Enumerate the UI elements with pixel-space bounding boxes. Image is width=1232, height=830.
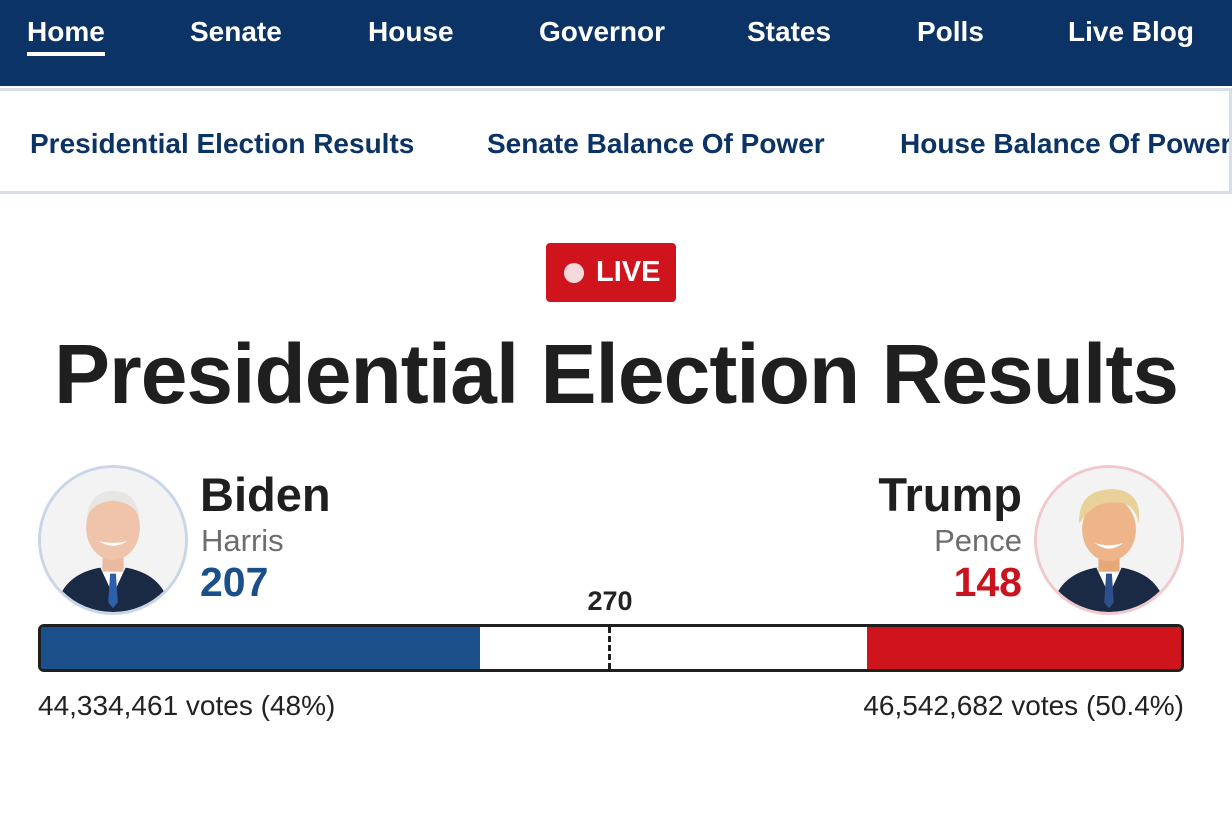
threshold-label: 270 xyxy=(587,586,633,616)
nav-item-polls[interactable]: Polls xyxy=(917,16,984,47)
republican-avatar[interactable] xyxy=(1034,465,1184,615)
democrat-bar-fill xyxy=(41,627,480,669)
nav-item-states[interactable]: States xyxy=(747,16,832,47)
top-nav: Home Senate House Governor States Polls … xyxy=(0,0,1232,86)
nav-item-senate[interactable]: Senate xyxy=(190,16,282,47)
live-label: LIVE xyxy=(596,256,661,288)
nav-item-house[interactable]: House xyxy=(368,16,454,47)
republican-name: Trump xyxy=(878,468,1022,521)
sub-nav: Presidential Election Results Senate Bal… xyxy=(0,88,1232,194)
democrat-name: Biden xyxy=(200,468,331,521)
nav-item-live-blog[interactable]: Live Blog xyxy=(1068,16,1195,47)
subnav-item-senate-balance[interactable]: Senate Balance Of Power xyxy=(487,128,825,159)
republican-electoral-votes: 148 xyxy=(953,559,1022,605)
nav-item-governor[interactable]: Governor xyxy=(539,16,666,47)
subnav-item-house-balance[interactable]: House Balance Of Power xyxy=(900,128,1232,159)
electoral-vote-bar xyxy=(38,624,1184,672)
democrat-electoral-votes: 207 xyxy=(200,559,269,605)
threshold-marker xyxy=(607,627,611,669)
live-badge: LIVE xyxy=(546,243,676,302)
democrat-popular-votes: 44,334,461 votes (48%) xyxy=(38,690,336,721)
democrat-running-mate: Harris xyxy=(201,523,284,558)
live-dot-icon xyxy=(564,263,584,283)
republican-popular-votes: 46,542,682 votes (50.4%) xyxy=(863,690,1184,721)
democrat-portrait-icon xyxy=(41,468,185,612)
republican-bar-fill xyxy=(867,627,1181,669)
democrat-avatar[interactable] xyxy=(38,465,188,615)
nav-item-home[interactable]: Home xyxy=(27,14,105,56)
page-title: Presidential Election Results xyxy=(53,327,1179,421)
republican-running-mate: Pence xyxy=(934,523,1022,558)
subnav-item-presidential-results[interactable]: Presidential Election Results xyxy=(30,128,415,159)
republican-portrait-icon xyxy=(1037,468,1181,612)
